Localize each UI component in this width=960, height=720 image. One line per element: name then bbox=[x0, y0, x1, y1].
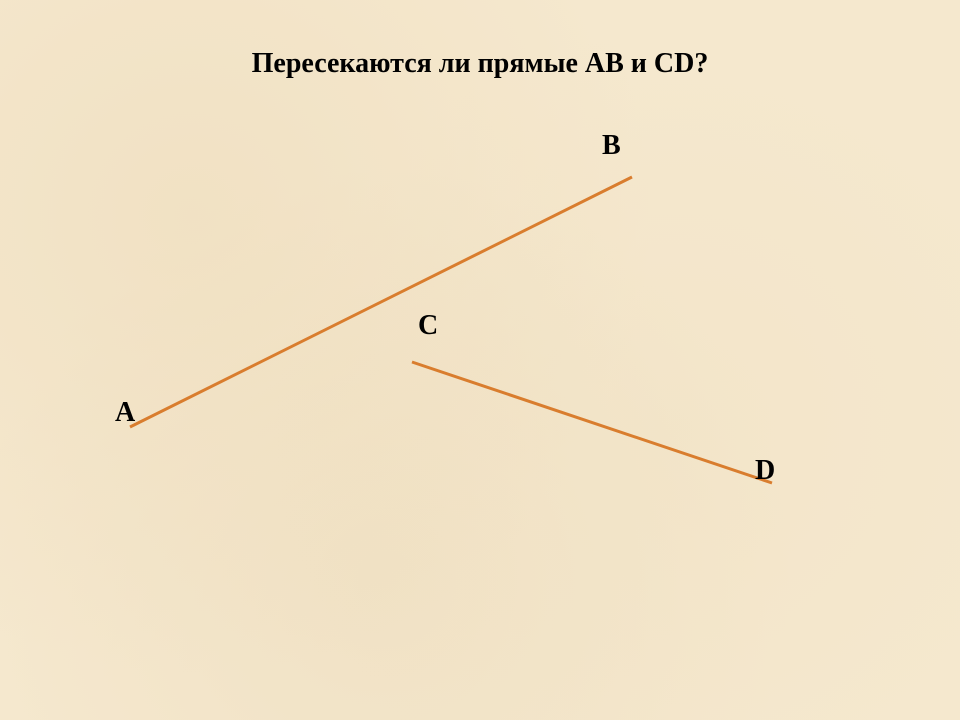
line-cd bbox=[412, 362, 772, 483]
point-label-b: B bbox=[602, 130, 621, 162]
point-label-a: A bbox=[115, 397, 135, 429]
point-label-c: C bbox=[418, 310, 438, 342]
geometry-diagram bbox=[0, 0, 960, 720]
point-label-d: D bbox=[755, 455, 775, 487]
line-ab bbox=[130, 177, 632, 427]
